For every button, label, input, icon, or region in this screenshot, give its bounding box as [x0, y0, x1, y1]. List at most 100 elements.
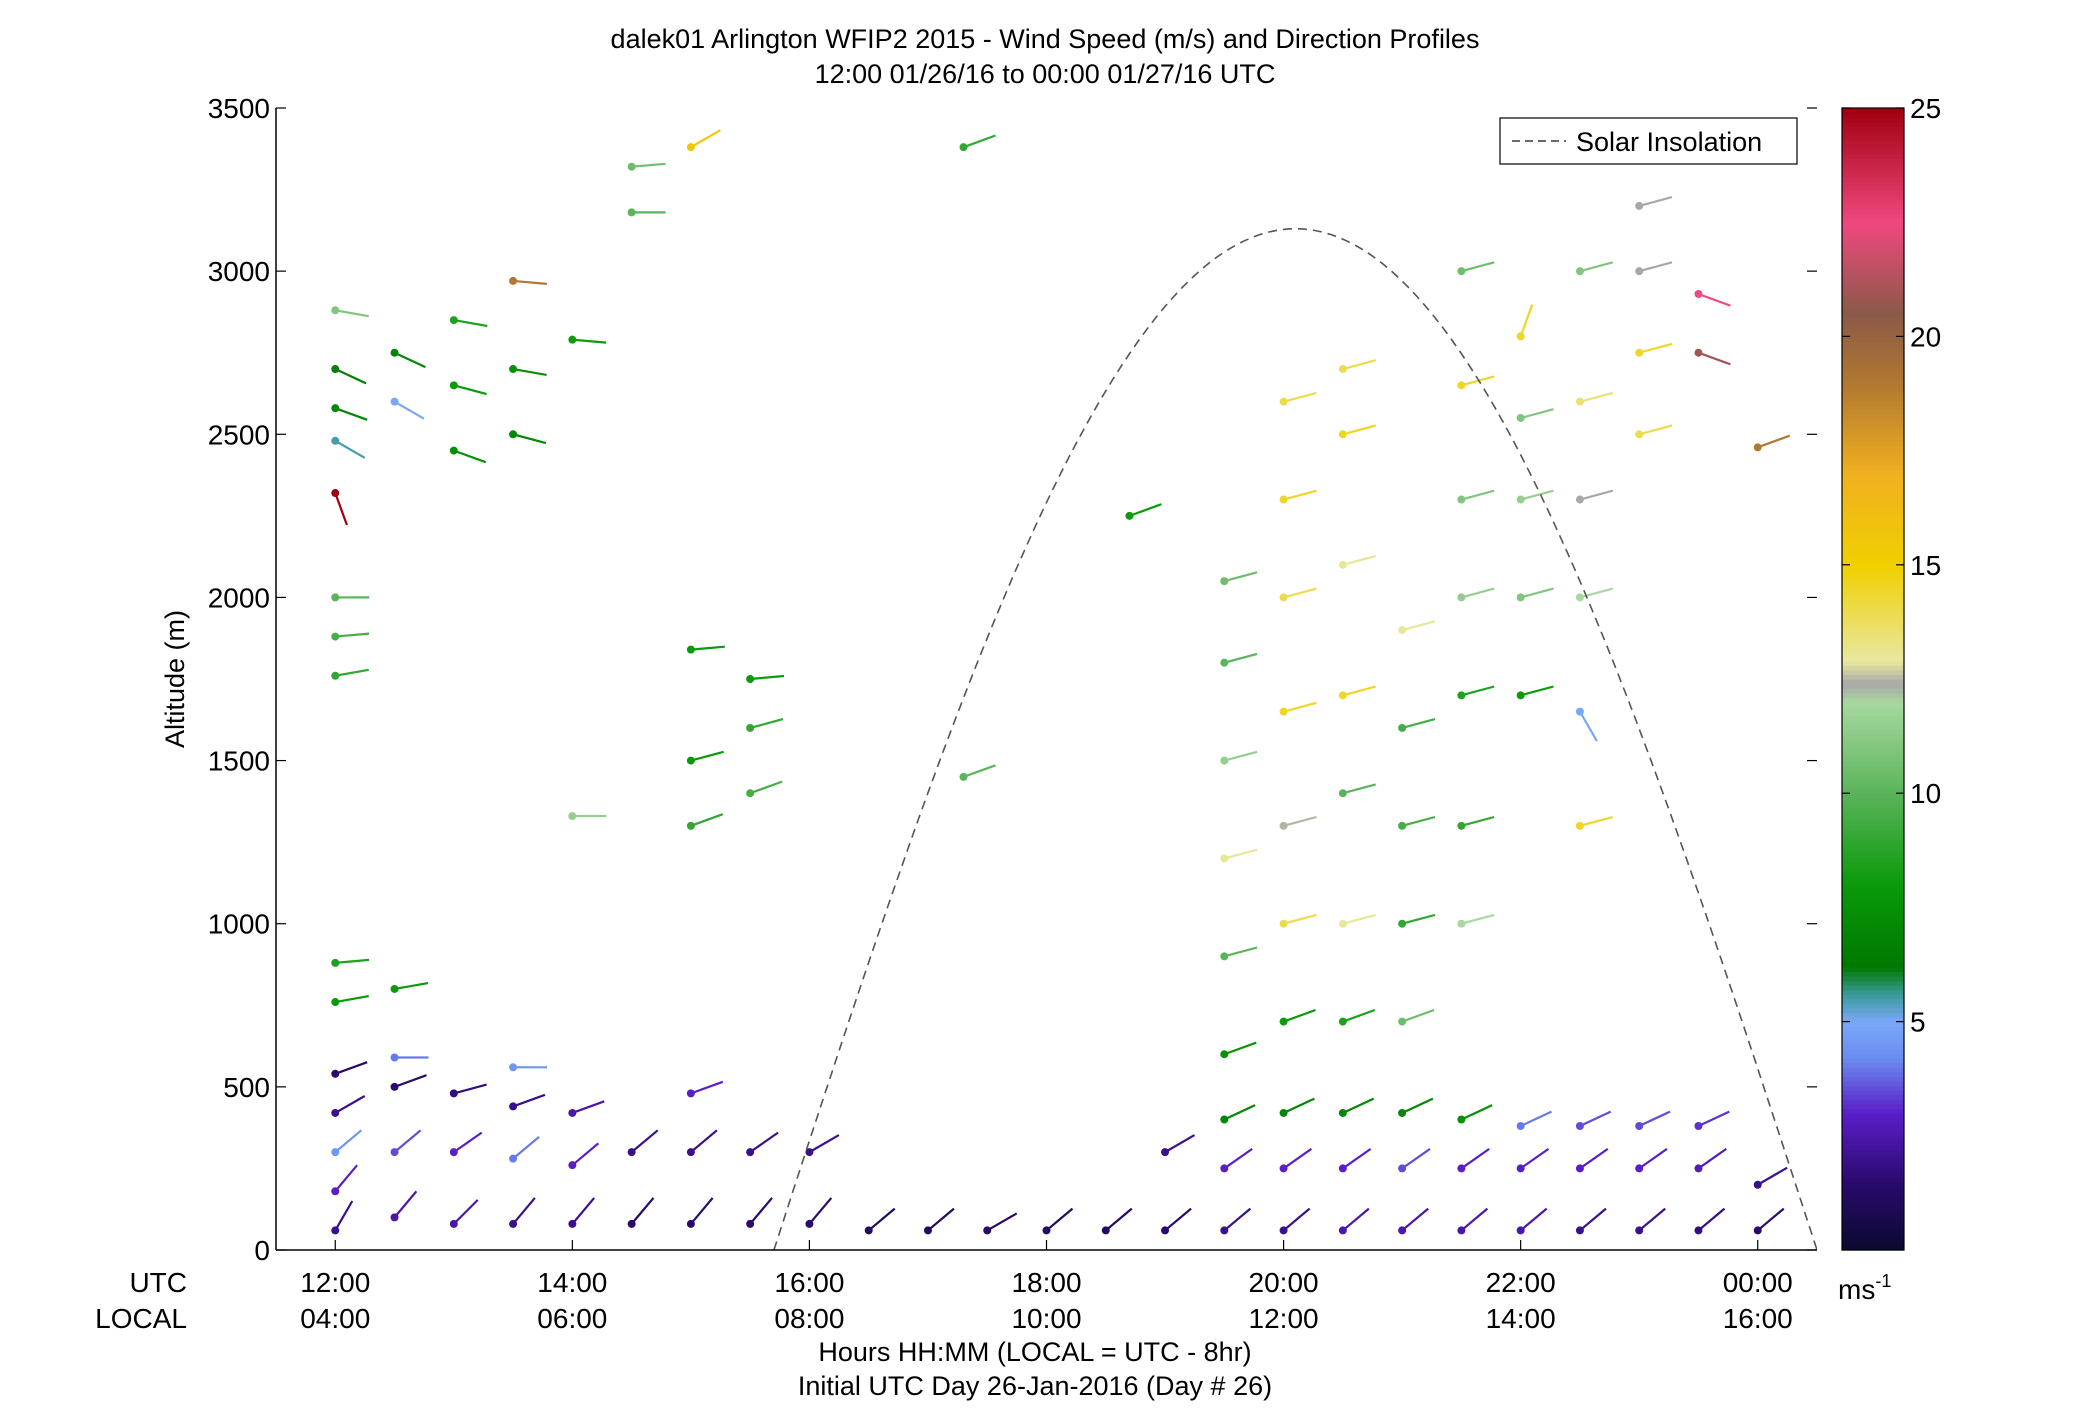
- colorbar-band: [1842, 190, 1904, 196]
- wind-barb-shaft: [1342, 1008, 1376, 1023]
- wind-barb-point: [1516, 1164, 1525, 1173]
- colorbar-band: [1842, 263, 1904, 269]
- wind-barb-shaft: [1461, 587, 1495, 599]
- wind-barb-shaft: [393, 1190, 418, 1219]
- wind-barb-shaft: [1579, 391, 1614, 403]
- colorbar-band: [1842, 464, 1904, 470]
- wind-barb-point: [568, 1108, 577, 1117]
- wind-barb-point: [1635, 348, 1644, 357]
- wind-barb-point: [1753, 443, 1762, 452]
- colorbar-band: [1842, 569, 1904, 575]
- colorbar-band: [1842, 619, 1904, 625]
- colorbar-band: [1842, 514, 1904, 520]
- wind-barb-shaft: [1342, 554, 1376, 566]
- utc-tick-label: 20:00: [1249, 1267, 1319, 1298]
- wind-barb-point: [1279, 495, 1288, 504]
- wind-barb-point: [1161, 1148, 1170, 1157]
- colorbar-band: [1842, 692, 1904, 698]
- colorbar-band: [1842, 231, 1904, 237]
- colorbar-band: [1842, 491, 1904, 497]
- wind-barb-point: [1694, 1226, 1703, 1235]
- wind-barb-shaft: [393, 400, 425, 420]
- utc-row-label: UTC: [129, 1267, 187, 1298]
- legend-label: Solar Insolation: [1576, 127, 1762, 157]
- wind-barb-point: [1635, 1164, 1644, 1173]
- local-tick-label: 14:00: [1486, 1303, 1556, 1334]
- colorbar-band: [1842, 386, 1904, 392]
- colorbar-band: [1842, 560, 1904, 566]
- wind-barb-point: [1694, 1122, 1703, 1131]
- wind-barb-point: [686, 143, 695, 152]
- colorbar-band: [1842, 802, 1904, 808]
- wind-barb-shaft: [1342, 1097, 1375, 1114]
- wind-barb-point: [627, 1219, 636, 1228]
- wind-barb-shaft: [1342, 1207, 1370, 1232]
- wind-barb-point: [568, 1161, 577, 1170]
- colorbar-band: [1842, 656, 1904, 662]
- wind-barb-point: [449, 446, 458, 455]
- colorbar-band: [1842, 583, 1904, 589]
- wind-barb-point: [1457, 919, 1466, 928]
- plot-background: [276, 108, 1817, 1250]
- colorbar-band: [1842, 706, 1904, 712]
- wind-barb-point: [1575, 707, 1584, 716]
- colorbar-band: [1842, 651, 1904, 657]
- wind-barb-point: [1575, 397, 1584, 406]
- colorbar-band: [1842, 532, 1904, 538]
- wind-barb-shaft: [1224, 571, 1258, 583]
- wind-barb-shaft: [1129, 503, 1162, 517]
- colorbar-band: [1842, 414, 1904, 420]
- wind-barb-point: [331, 958, 340, 967]
- wind-barb-point: [331, 632, 340, 641]
- wind-barb-point: [627, 162, 636, 171]
- wind-barb-point: [568, 812, 577, 821]
- wind-barb-shaft: [1342, 359, 1376, 371]
- colorbar-band: [1842, 647, 1904, 653]
- wind-barb-shaft: [453, 1083, 487, 1095]
- wind-barb-point: [1101, 1226, 1110, 1235]
- wind-barb-shaft: [1461, 489, 1495, 501]
- colorbar-band: [1842, 889, 1904, 895]
- x-axis-ticks: 12:00 04:00 14:00 06:00 16:00 08:00 18:00 10:00…: [300, 1240, 1793, 1334]
- wind-barb-point: [1398, 723, 1407, 732]
- wind-barb-shaft: [1698, 351, 1731, 366]
- wind-barb-point: [1457, 1226, 1466, 1235]
- colorbar-band: [1842, 126, 1904, 132]
- colorbar-band: [1842, 1213, 1904, 1219]
- colorbar-band: [1842, 1204, 1904, 1210]
- colorbar-band: [1842, 1099, 1904, 1105]
- wind-barb-shaft: [453, 1199, 479, 1225]
- wind-barb-point: [1279, 1108, 1288, 1117]
- wind-barb-point: [1220, 577, 1229, 586]
- colorbar-band: [1842, 505, 1904, 511]
- wind-barb-shaft: [1342, 783, 1376, 795]
- colorbar-band: [1842, 1199, 1904, 1205]
- colorbar-band: [1842, 848, 1904, 854]
- wind-barb-shaft: [512, 1197, 536, 1225]
- colorbar-band: [1842, 925, 1904, 931]
- colorbar-band: [1842, 1231, 1904, 1237]
- colorbar-band: [1842, 1030, 1904, 1036]
- wind-barb-point: [1635, 1122, 1644, 1131]
- y-tick-label: 500: [223, 1072, 270, 1103]
- wind-barb-point: [805, 1148, 814, 1157]
- colorbar-band: [1842, 797, 1904, 803]
- wind-barb-shaft: [1283, 391, 1317, 403]
- colorbar-band: [1842, 587, 1904, 593]
- colorbar-tick-label: 5: [1910, 1007, 1926, 1038]
- colorbar-band: [1842, 473, 1904, 479]
- y-tick-label: 0: [254, 1235, 270, 1266]
- colorbar-band: [1842, 304, 1904, 310]
- y-tick-label: 3000: [208, 256, 270, 287]
- wind-barb-shaft: [1224, 652, 1258, 664]
- wind-barb-shaft: [512, 367, 547, 376]
- wind-barb-shaft: [750, 674, 785, 681]
- wind-barb-point: [627, 1148, 636, 1157]
- x-axis-label: Hours HH:MM (LOCAL = UTC - 8hr): [818, 1337, 1251, 1367]
- colorbar-band: [1842, 1062, 1904, 1068]
- wind-barb-point: [1398, 1108, 1407, 1117]
- local-tick-label: 06:00: [537, 1303, 607, 1334]
- colorbar-band: [1842, 921, 1904, 927]
- colorbar-band: [1842, 254, 1904, 260]
- colorbar-band: [1842, 1090, 1904, 1096]
